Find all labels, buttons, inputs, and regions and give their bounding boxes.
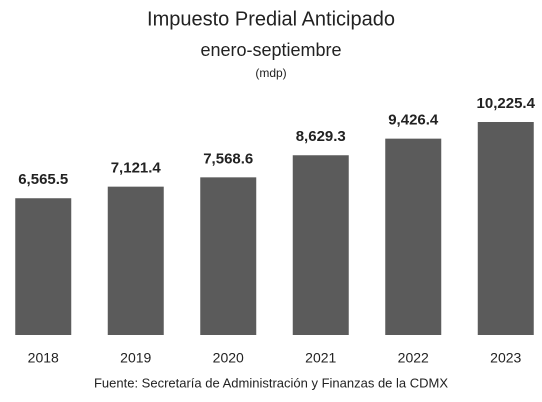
value-label: 7,568.6: [203, 150, 253, 167]
bar: [15, 198, 72, 335]
value-label: 8,629.3: [296, 128, 346, 145]
bar: [292, 155, 349, 335]
unit-label: (mdp): [255, 66, 286, 80]
bar: [200, 177, 257, 335]
chart-subtitle: enero-septiembre: [200, 40, 341, 60]
value-label: 9,426.4: [388, 112, 439, 129]
bar: [385, 138, 442, 335]
value-label: 10,225.4: [477, 95, 536, 112]
x-tick-label: 2019: [120, 350, 151, 366]
bar: [107, 186, 164, 335]
source-note: Fuente: Secretaría de Administración y F…: [94, 375, 448, 390]
x-tick-label: 2023: [490, 350, 521, 366]
value-label: 6,565.5: [18, 171, 68, 188]
x-tick-label: 2021: [305, 350, 336, 366]
bar: [477, 122, 534, 335]
value-label: 7,121.4: [111, 160, 162, 177]
x-tick-label: 2018: [28, 350, 59, 366]
x-tick-label: 2020: [213, 350, 244, 366]
x-tick-label: 2022: [398, 350, 429, 366]
chart-title: Impuesto Predial Anticipado: [147, 8, 395, 30]
